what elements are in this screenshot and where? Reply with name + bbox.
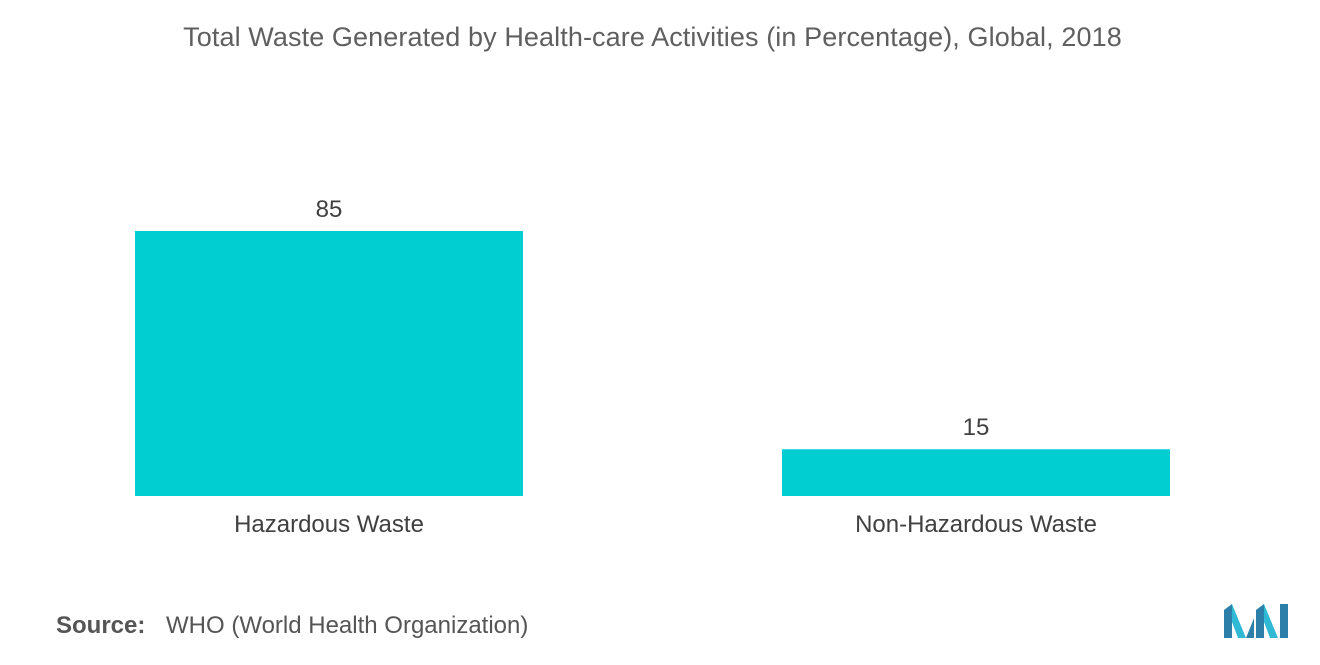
bar-non-hazardous-waste [782, 449, 1170, 496]
chart-title: Total Waste Generated by Health-care Act… [183, 22, 1122, 52]
source-value: WHO (World Health Organization) [166, 612, 529, 639]
source-label: Source: [56, 612, 146, 639]
data-label: 85 [316, 196, 343, 223]
data-label: 15 [963, 414, 990, 441]
category-label: Non-Hazardous Waste [855, 511, 1097, 538]
category-label: Hazardous Waste [234, 511, 424, 538]
bar-hazardous-waste [135, 231, 523, 496]
source-line: Source: WHO (World Health Organization) [56, 612, 528, 640]
mordor-intelligence-logo-icon [1224, 604, 1288, 638]
